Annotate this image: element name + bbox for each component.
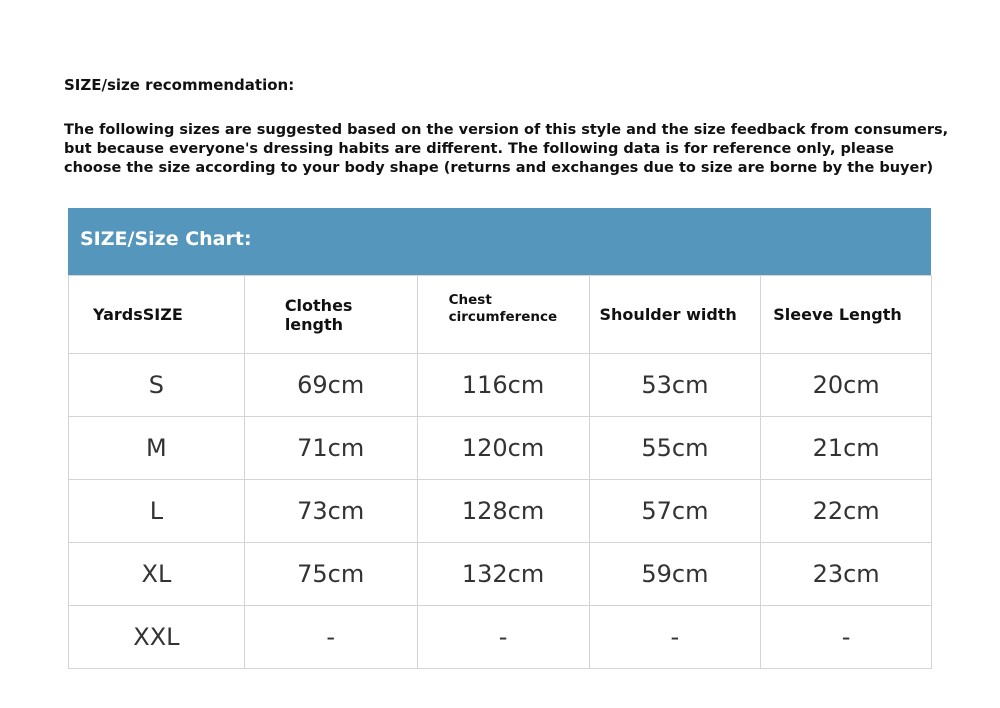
column-header: Sleeve Length <box>760 275 932 354</box>
intro-line: choose the size according to your body s… <box>64 160 934 176</box>
measurement-cell: 73cm <box>243 479 418 543</box>
measurement-cell: 71cm <box>243 416 418 480</box>
measurement-cell: 59cm <box>588 542 762 606</box>
column-header: YardsSIZE <box>68 275 245 354</box>
measurement-cell: - <box>416 605 590 669</box>
table-row: XXL - - - - <box>68 605 932 669</box>
measurement-cell: 128cm <box>416 479 590 543</box>
measurement-cell: 116cm <box>416 353 590 417</box>
measurement-cell: - <box>588 605 762 669</box>
table-row: XL 75cm 132cm 59cm 23cm <box>68 542 932 606</box>
size-chart-banner: SIZE/Size Chart: <box>68 208 931 275</box>
measurement-cell: - <box>760 605 932 669</box>
table-header-row: YardsSIZE Clothes length Chest circumfer… <box>68 275 932 354</box>
measurement-cell: 69cm <box>243 353 418 417</box>
table-row: S 69cm 116cm 53cm 20cm <box>68 353 932 417</box>
size-chart-title: SIZE/Size Chart: <box>80 228 252 250</box>
measurement-cell: 55cm <box>588 416 762 480</box>
size-table: YardsSIZE Clothes length Chest circumfer… <box>68 275 932 669</box>
size-cell: S <box>68 353 245 417</box>
size-cell: M <box>68 416 245 480</box>
intro-line: The following sizes are suggested based … <box>64 122 949 138</box>
intro-text: The following sizes are suggested based … <box>64 121 964 178</box>
size-cell: XXL <box>68 605 245 669</box>
measurement-cell: 20cm <box>760 353 932 417</box>
measurement-cell: 22cm <box>760 479 932 543</box>
table-row: L 73cm 128cm 57cm 22cm <box>68 479 932 543</box>
size-cell: XL <box>68 542 245 606</box>
measurement-cell: - <box>243 605 418 669</box>
measurement-cell: 21cm <box>760 416 932 480</box>
column-header: Shoulder width <box>588 275 762 354</box>
measurement-cell: 53cm <box>588 353 762 417</box>
recommendation-title: SIZE/size recommendation: <box>64 76 295 94</box>
measurement-cell: 23cm <box>760 542 932 606</box>
measurement-cell: 57cm <box>588 479 762 543</box>
column-header: Chest circumference <box>416 275 590 354</box>
measurement-cell: 132cm <box>416 542 590 606</box>
intro-line: but because everyone's dressing habits a… <box>64 141 894 157</box>
size-cell: L <box>68 479 245 543</box>
measurement-cell: 120cm <box>416 416 590 480</box>
column-header: Clothes length <box>243 275 418 354</box>
measurement-cell: 75cm <box>243 542 418 606</box>
table-row: M 71cm 120cm 55cm 21cm <box>68 416 932 480</box>
